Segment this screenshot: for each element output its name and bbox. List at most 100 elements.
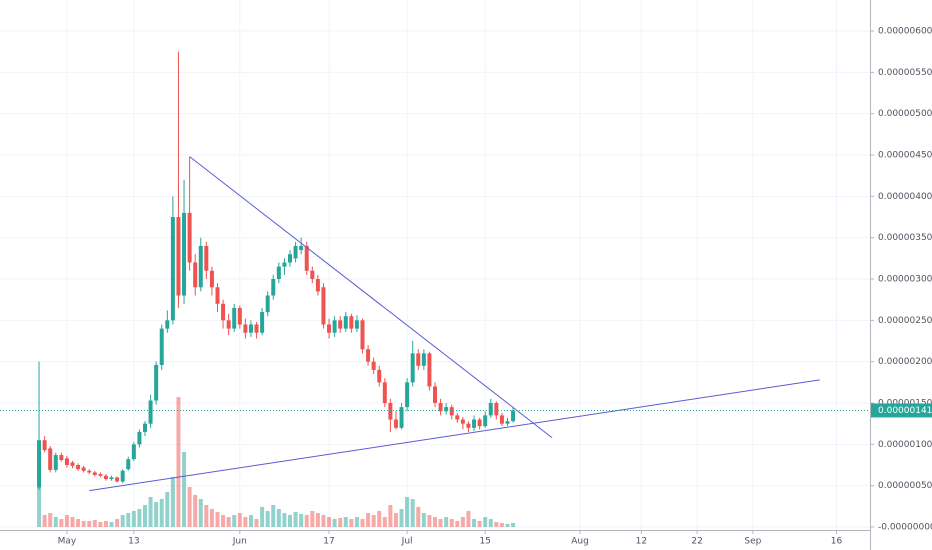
candle-body <box>53 455 58 470</box>
candle-body <box>165 320 170 329</box>
last-price-box <box>871 403 932 418</box>
candle-body <box>37 440 42 488</box>
volume-bar <box>176 397 181 527</box>
candle-body <box>304 245 309 271</box>
volume-bar <box>265 511 270 527</box>
candle-body <box>332 320 337 333</box>
candle-body <box>115 477 120 482</box>
volume-bar <box>282 513 287 527</box>
volume-bar <box>388 505 393 527</box>
candle-body <box>499 415 504 424</box>
candle-body <box>148 400 153 424</box>
volume-bar <box>427 515 432 527</box>
volume-bar <box>209 509 214 527</box>
candle-body <box>388 402 393 420</box>
candle-body <box>221 303 226 321</box>
candle-body <box>288 254 292 263</box>
volume-bar <box>42 515 47 527</box>
volume-bar <box>64 515 69 527</box>
x-tick-label: 13 <box>128 537 139 547</box>
volume-bar <box>505 524 510 527</box>
candle-body <box>120 470 125 482</box>
candle-body <box>193 262 198 288</box>
candle-body <box>377 369 382 383</box>
candle-body <box>477 419 482 427</box>
candle-body <box>59 455 64 461</box>
volume-bar <box>354 517 359 527</box>
volume-bar <box>349 519 354 527</box>
volume-bar <box>187 487 192 527</box>
volume-bar <box>416 507 421 527</box>
candle-body <box>343 316 348 329</box>
trend-line <box>189 156 553 439</box>
x-tick-label: Aug <box>571 537 589 547</box>
volume-bar <box>366 513 371 527</box>
candle-body <box>410 353 415 383</box>
volume-bar <box>76 519 81 527</box>
candle-body <box>159 328 164 365</box>
volume-bar <box>315 513 320 527</box>
volume-bar <box>126 513 131 527</box>
candle-body <box>154 364 159 401</box>
volume-bar <box>276 509 281 527</box>
x-tick-label: 17 <box>323 537 334 547</box>
volume-bar <box>466 511 471 527</box>
x-tick-label: 12 <box>636 537 647 547</box>
candle-body <box>64 458 69 465</box>
candle-body <box>455 415 460 420</box>
candle-body <box>349 316 354 329</box>
volume-bar <box>293 512 298 527</box>
y-tick-label: 0.00000600 <box>878 26 932 36</box>
volume-bar <box>165 492 170 527</box>
volume-bar <box>499 523 504 527</box>
candle-body <box>182 212 187 296</box>
candle-body <box>416 353 421 366</box>
candle-body <box>98 474 103 476</box>
volume-bar <box>449 519 454 527</box>
volume-bar <box>271 505 276 527</box>
y-tick-label: 0.00000200 <box>878 357 932 367</box>
volume-bar <box>232 515 237 527</box>
volume-bar <box>444 517 449 527</box>
y-tick-label: 0.00000350 <box>878 233 932 243</box>
y-tick-label: 0.00000450 <box>878 150 932 160</box>
candle-body <box>260 312 265 333</box>
candle-body <box>226 320 231 329</box>
candle-body <box>232 307 237 329</box>
volume-bar <box>360 519 365 527</box>
volume-bar <box>405 497 410 527</box>
volume-bar <box>226 517 231 527</box>
volume-bar <box>53 517 58 527</box>
volume-bar <box>170 477 175 527</box>
volume-bar <box>182 452 187 527</box>
volume-bar <box>243 517 248 527</box>
y-tick-label: 0.00000100 <box>878 440 932 450</box>
volume-bar <box>137 509 142 527</box>
candle-body <box>444 407 449 412</box>
candle-body <box>176 216 181 296</box>
volume-bar <box>103 521 108 527</box>
y-tick-label: 0.00000400 <box>878 192 932 202</box>
candle-body <box>321 287 326 325</box>
candle-body <box>293 245 298 259</box>
volume-bar <box>131 511 136 527</box>
volume-bar <box>204 505 209 527</box>
volume-bar <box>343 517 348 527</box>
candle-body <box>87 470 92 473</box>
volume-bar <box>299 514 304 527</box>
candle-body <box>427 353 432 387</box>
y-tick-label: 0.00000550 <box>878 68 932 78</box>
candle-body <box>315 278 320 292</box>
y-tick-label: -0.00000000 <box>878 522 932 532</box>
volume-bar <box>472 519 477 527</box>
volume-bar <box>109 522 114 527</box>
y-tick-label: 0.00000500 <box>878 109 932 119</box>
candle-body <box>310 270 315 279</box>
candle-body <box>438 402 443 412</box>
candle-body <box>92 472 97 475</box>
volume-bar <box>193 495 198 527</box>
volume-bar <box>143 505 147 527</box>
volume-bar <box>483 517 488 527</box>
